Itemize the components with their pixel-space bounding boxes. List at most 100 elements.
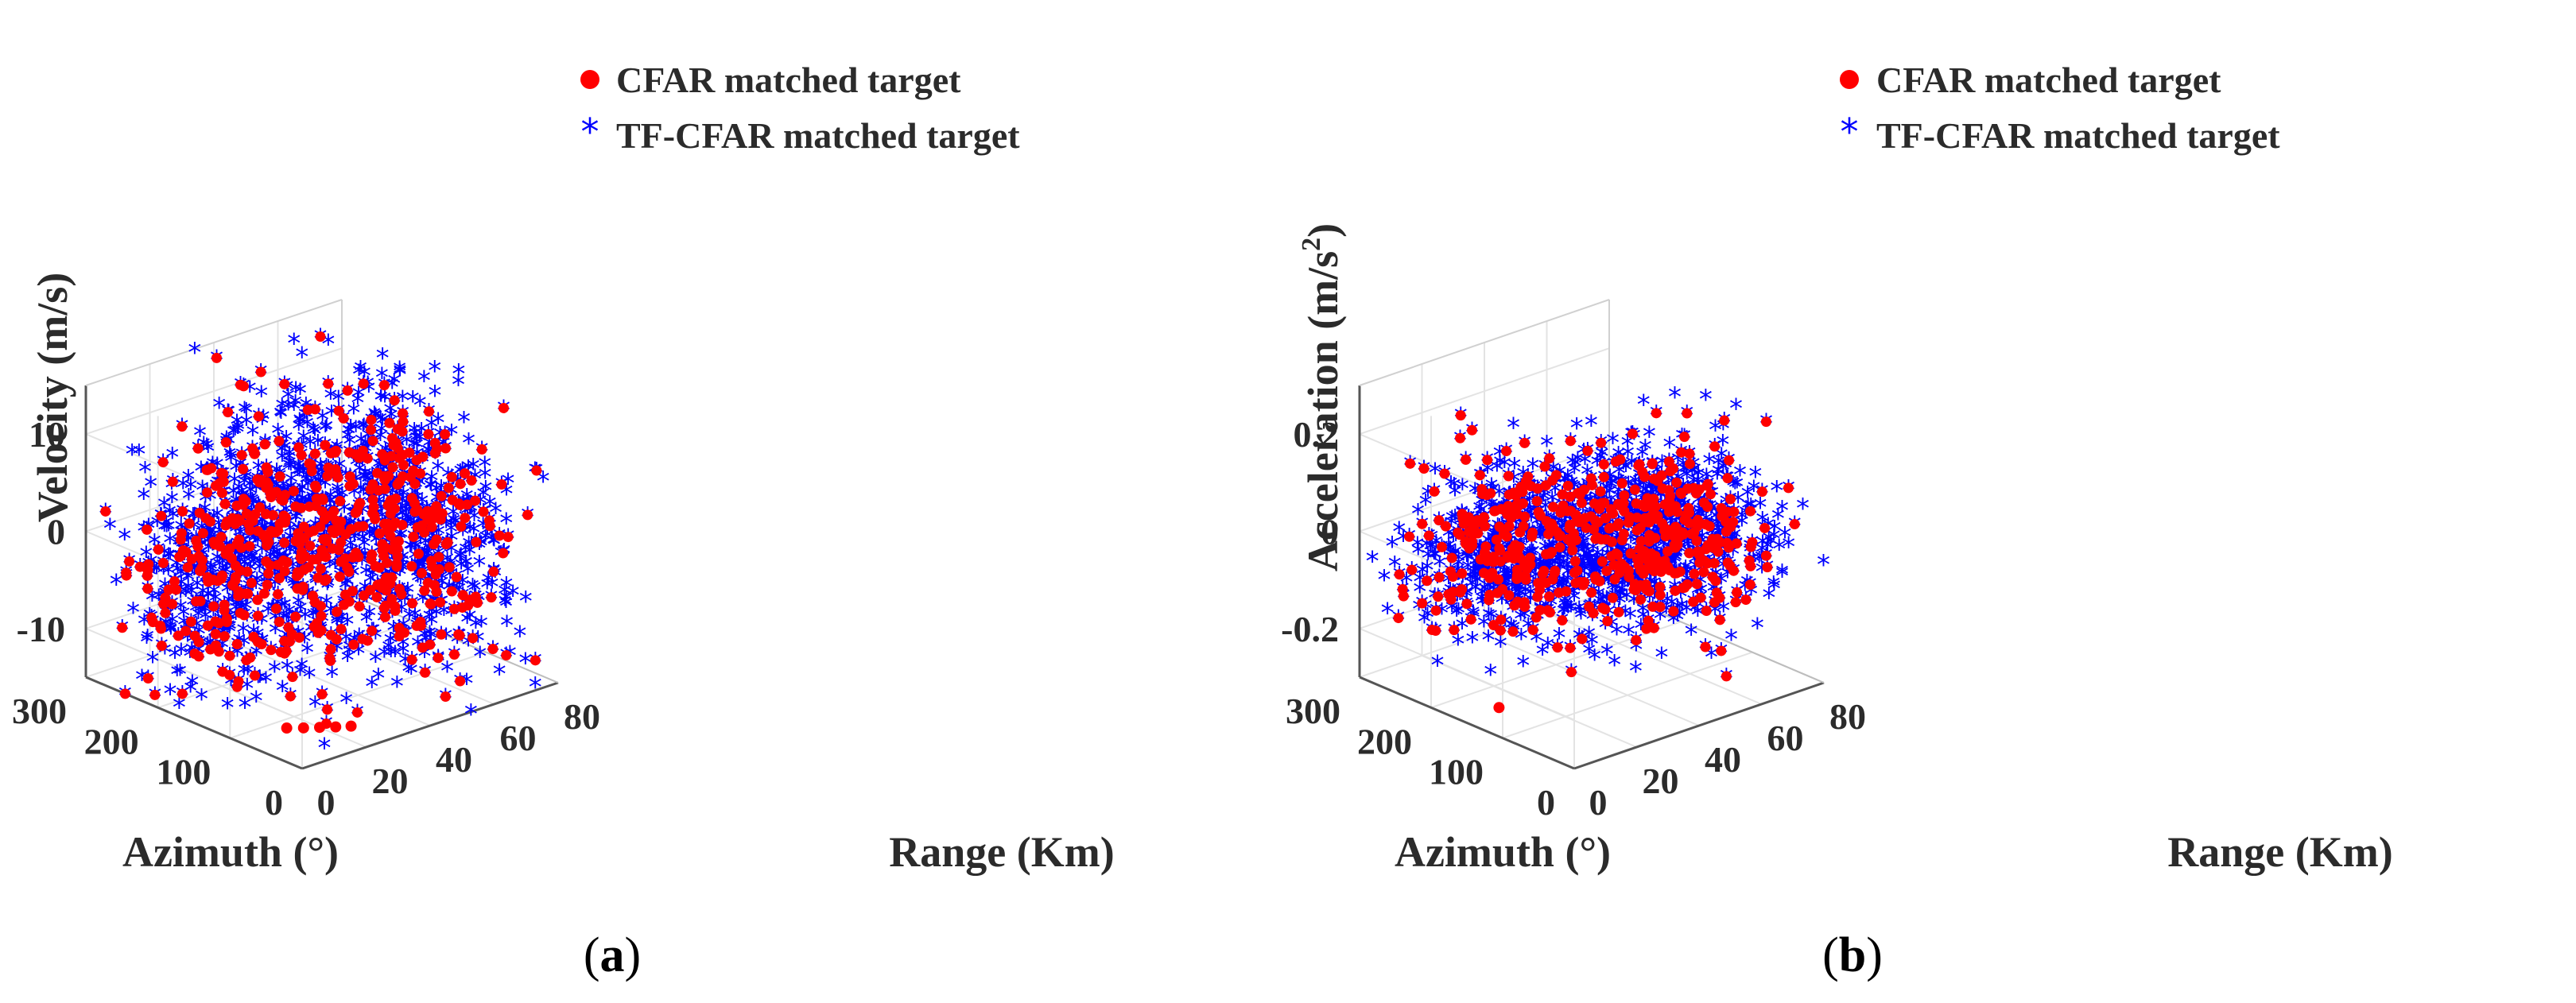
cfar-point <box>1561 586 1572 597</box>
cfar-point <box>431 534 442 545</box>
cfar-point <box>1457 509 1468 520</box>
tfcfar-point: * <box>132 439 145 471</box>
cfar-point <box>420 667 431 678</box>
x-axis-label-b: Range (Km) <box>2167 828 2392 876</box>
cfar-point <box>1581 522 1592 533</box>
cfar-point <box>227 579 238 591</box>
tfcfar-point: * <box>1536 638 1550 670</box>
cfar-point <box>1565 505 1577 517</box>
cfar-point <box>1440 521 1451 532</box>
cfar-point <box>1589 498 1600 509</box>
cfar-point <box>436 629 447 640</box>
cfar-point <box>1702 501 1713 513</box>
tfcfar-point: * <box>241 658 254 690</box>
cfar-point <box>279 648 290 659</box>
cfar-point <box>386 451 397 462</box>
z-axis-label-a: Velocity (m/s) <box>29 273 76 522</box>
cfar-point <box>287 672 298 683</box>
cfar-point <box>1544 453 1555 464</box>
cfar-point <box>250 670 261 681</box>
cfar-point <box>1650 501 1661 512</box>
cfar-point <box>1789 519 1800 530</box>
cfar-point <box>443 482 454 494</box>
cfar-point <box>219 631 230 642</box>
y-tick-label: 200 <box>1357 721 1412 761</box>
x-tick-label: 40 <box>436 739 472 780</box>
cfar-point <box>1709 558 1720 569</box>
cfar-point <box>312 494 324 505</box>
tfcfar-point: * <box>238 469 251 501</box>
cfar-point <box>1477 488 1488 499</box>
cfar-point <box>236 450 247 461</box>
cfar-point <box>1592 532 1603 543</box>
cfar-point <box>1565 642 1576 653</box>
cfar-point <box>415 468 426 479</box>
cfar-point <box>377 449 388 460</box>
cfar-point <box>1565 667 1577 678</box>
tfcfar-point: * <box>1796 493 1810 525</box>
cfar-point <box>440 443 452 454</box>
cfar-point <box>384 417 395 428</box>
cfar-point <box>249 447 260 459</box>
cfar-point <box>291 571 302 582</box>
tfcfar-point: * <box>238 692 251 724</box>
cfar-point <box>440 428 451 440</box>
cfar-point <box>234 534 245 545</box>
cfar-point <box>1664 565 1675 576</box>
cfar-point <box>1576 498 1587 509</box>
cfar-point <box>1577 633 1588 645</box>
cfar-point <box>309 404 320 415</box>
cfar-point <box>169 575 180 587</box>
cfar-point <box>153 544 164 555</box>
cfar-point <box>463 600 474 611</box>
cfar-point <box>392 479 403 490</box>
cfar-point <box>367 494 378 505</box>
cfar-point <box>157 557 169 568</box>
cfar-point <box>355 498 366 509</box>
tfcfar-point: * <box>519 586 533 618</box>
cfar-point <box>192 443 204 454</box>
cfar-point <box>457 590 468 601</box>
x-axis-label-a: Range (Km) <box>889 828 1114 876</box>
cfar-point <box>1595 486 1606 497</box>
tfcfar-point: * <box>339 687 353 719</box>
cfar-point <box>1461 598 1472 610</box>
cfar-point <box>1534 605 1546 616</box>
cfar-point <box>1510 540 1521 551</box>
cfar-point <box>274 616 285 627</box>
cfar-point <box>446 471 457 482</box>
cfar-point <box>478 506 489 517</box>
tfcfar-point: * <box>173 659 187 691</box>
cfar-point <box>1598 471 1609 482</box>
y-axis-label-b: Azimuth (°) <box>1395 828 1611 876</box>
cfar-point <box>1600 513 1611 524</box>
cfar-point <box>367 549 378 560</box>
cfar-point <box>1501 446 1512 457</box>
cfar-point <box>1643 615 1654 626</box>
cfar-point <box>423 428 434 440</box>
cfar-point <box>202 487 213 498</box>
cfar-point <box>1614 567 1625 579</box>
x-axis-line <box>301 681 559 770</box>
cfar-point <box>396 589 407 600</box>
cfar-point <box>261 462 272 473</box>
cfar-point <box>235 379 246 390</box>
x-tick-label: 0 <box>317 782 336 823</box>
cfar-point <box>254 477 265 488</box>
cfar-point <box>1635 522 1646 533</box>
cfar-point <box>342 385 353 396</box>
cfar-point <box>1732 587 1743 598</box>
tfcfar-point: * <box>165 442 179 474</box>
cfar-point <box>345 720 357 732</box>
cfar-point <box>359 590 370 601</box>
tfcfar-point: * <box>1817 549 1830 581</box>
cfar-point <box>1582 445 1593 456</box>
chart-panel-b: ******* ************ ****** ***************… <box>1281 60 2393 982</box>
cfar-point <box>1688 596 1699 607</box>
cfar-point <box>1579 576 1590 587</box>
cfar-point <box>335 496 346 507</box>
cfar-point <box>279 537 290 548</box>
cfar-point <box>1479 547 1490 558</box>
tfcfar-point: * <box>118 524 131 556</box>
cfar-point <box>1648 474 1659 485</box>
